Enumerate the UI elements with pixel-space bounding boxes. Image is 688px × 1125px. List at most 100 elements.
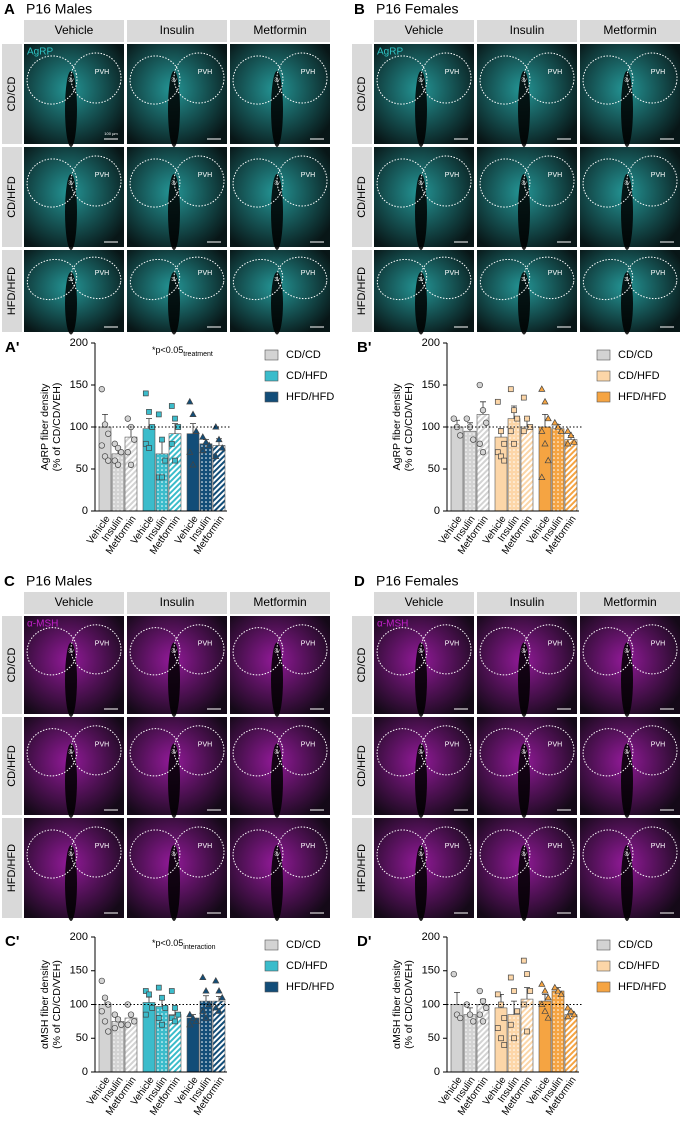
third-ventricle (415, 642, 427, 717)
legend-label: CD/CD (618, 349, 653, 361)
data-point (111, 1011, 118, 1018)
data-point (541, 439, 549, 447)
data-point (567, 431, 575, 438)
y-tick-label: 100 (70, 998, 88, 1010)
row-label: HFD/HFD (6, 267, 18, 315)
data-point (215, 435, 223, 443)
region-label: PVH (651, 172, 665, 179)
legend-swatch (264, 349, 279, 361)
data-point (98, 442, 105, 449)
panel-label: A (4, 1, 15, 18)
legend-swatch (264, 960, 279, 972)
data-point (541, 397, 549, 405)
region-label: PVH (548, 69, 562, 76)
region-outline (276, 155, 328, 207)
data-point (172, 1018, 178, 1025)
y-tick-label: 0 (434, 505, 440, 517)
data-point (498, 453, 504, 460)
data-point (159, 994, 165, 1001)
region-label: 3v (68, 180, 74, 186)
region-outline (626, 256, 678, 300)
row-header (2, 147, 22, 247)
data-point (524, 971, 530, 977)
data-point (520, 428, 527, 435)
bar (124, 436, 138, 512)
data-point (124, 449, 131, 456)
y-tick-label: 50 (76, 463, 88, 475)
error-bar (203, 995, 209, 1002)
column-header (127, 20, 227, 42)
region-label: PVH (548, 843, 562, 850)
y-axis-label: (% of CD/CD/VEH) (51, 383, 63, 472)
data-point (189, 410, 197, 417)
region-outline (26, 728, 78, 777)
region-label: PVH (445, 172, 459, 179)
bar (538, 426, 552, 512)
row-header (352, 147, 372, 247)
region-outline (70, 256, 122, 300)
bar (551, 428, 565, 512)
region-label: PVH (651, 69, 665, 76)
legend-label: CD/HFD (618, 960, 660, 972)
data-point (111, 440, 118, 447)
region-outline (420, 725, 472, 776)
region-outline (582, 158, 634, 208)
column-header (24, 20, 124, 42)
bar (564, 1014, 578, 1073)
region-outline (523, 826, 575, 878)
region-label: 3v (624, 77, 630, 83)
bar (494, 436, 508, 512)
data-point (541, 987, 549, 994)
data-point (101, 994, 109, 1001)
region-outline (376, 627, 428, 676)
region-outline (376, 158, 428, 208)
stain-label: α-MSH (27, 619, 58, 630)
data-point (168, 988, 175, 994)
column-label: Insulin (510, 23, 545, 37)
region-label: PVH (301, 270, 315, 277)
data-point (479, 449, 487, 456)
region-label: PVH (651, 640, 665, 647)
column-header (477, 592, 577, 614)
data-point (463, 1001, 470, 1008)
y-tick-label: 150 (70, 965, 88, 977)
stain-label: AgRP (377, 47, 403, 58)
error-bar (172, 423, 178, 434)
data-point (551, 983, 559, 991)
data-point (199, 433, 207, 440)
column-label: Metformin (253, 595, 306, 609)
data-point (218, 993, 226, 1001)
data-point (514, 415, 521, 422)
row-header (2, 818, 22, 918)
region-outline (129, 829, 181, 879)
third-ventricle (271, 272, 283, 335)
data-point (494, 991, 501, 998)
region-outline (70, 52, 122, 104)
column-header (230, 20, 330, 42)
y-tick-label: 150 (70, 379, 88, 391)
region-outline (376, 728, 428, 777)
column-header (127, 592, 227, 614)
region-label: 3v (171, 851, 177, 857)
region-label: 3v (624, 750, 630, 756)
region-label: PVH (651, 741, 665, 748)
region-label: 3v (521, 277, 527, 283)
legend-swatch (596, 391, 611, 403)
region-label: PVH (95, 270, 109, 277)
third-ventricle (621, 743, 633, 818)
legend-swatch (264, 391, 279, 403)
row-label: CD/HFD (356, 745, 368, 787)
region-label: 3v (274, 649, 280, 655)
row-label: CD/HFD (6, 176, 18, 218)
region-label: 3v (521, 649, 527, 655)
annotation-subscript: interaction (183, 944, 215, 951)
region-outline (173, 826, 225, 878)
data-point (149, 1005, 156, 1011)
row-label: CD/CD (6, 77, 18, 112)
data-point (511, 1035, 517, 1042)
data-point (507, 386, 514, 393)
y-tick-label: 0 (82, 505, 88, 517)
row-header (352, 616, 372, 714)
row-header (352, 250, 372, 332)
